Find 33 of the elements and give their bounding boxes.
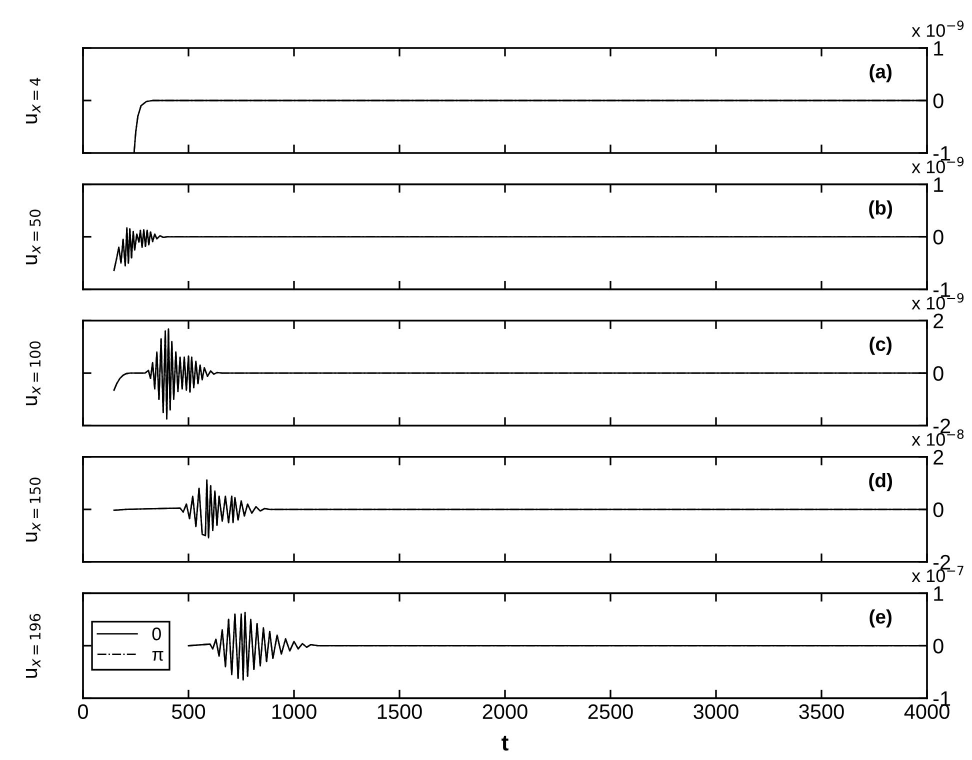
y-axis-title: u$_{x=50}$ — [26, 210, 41, 264]
x-tick-label: 0 — [78, 704, 88, 720]
x-tick-label: 2500 — [588, 704, 633, 720]
x-tick-label: 1500 — [378, 704, 422, 720]
y-tick-label: 1 — [934, 586, 944, 601]
y-axis-title: u$_{x=196}$ — [26, 614, 41, 678]
x-tick-label: 3500 — [799, 704, 844, 720]
x-tick-label: 2000 — [482, 704, 528, 720]
x-tick-label: 1000 — [272, 704, 316, 720]
annotation: (d) — [869, 473, 892, 492]
y-axis-title: u$_{x=4}$ — [26, 78, 40, 124]
y-tick-label: 0 — [933, 638, 944, 654]
text: x 10$^{−9}$ — [912, 20, 964, 37]
x-tick-label: 500 — [172, 704, 206, 720]
annotation: (e) — [870, 609, 892, 628]
y-tick-label: 2 — [934, 450, 944, 464]
legend-label: π — [152, 651, 164, 661]
x-tick-label: 4000 — [904, 704, 950, 720]
x-axis-title: t — [502, 736, 508, 751]
y-axis-title: u$_{x=150}$ — [26, 478, 41, 542]
y-tick-label: 0 — [933, 502, 944, 518]
y-tick-label: 1 — [934, 41, 944, 56]
x-tick-label: 3000 — [694, 704, 738, 720]
y-tick-label: 0 — [933, 94, 944, 108]
y-axis-title: u$_{x=100}$ — [26, 341, 41, 406]
y-tick-label: 0 — [933, 366, 944, 381]
y-tick-label: 2 — [934, 314, 944, 328]
annotation: (c) — [870, 336, 892, 355]
annotation: (a) — [870, 64, 892, 82]
y-tick-label: 1 — [934, 178, 944, 192]
annotation: (b) — [869, 200, 892, 219]
legend-label: 0 — [152, 628, 161, 640]
y-tick-label: 0 — [933, 230, 944, 245]
